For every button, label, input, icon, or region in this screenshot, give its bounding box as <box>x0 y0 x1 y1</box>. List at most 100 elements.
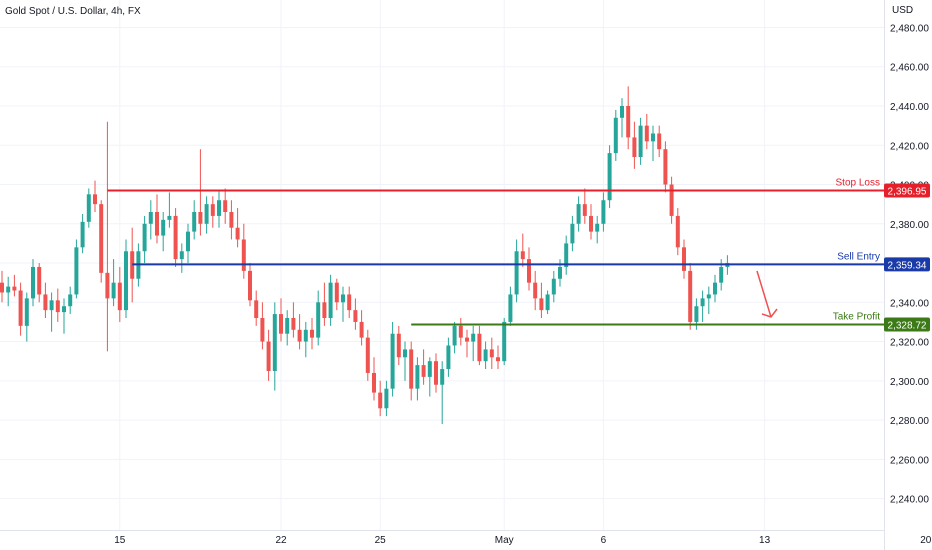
candle <box>582 188 587 224</box>
candle-body <box>390 333 395 389</box>
candle <box>514 239 519 303</box>
candle <box>347 286 352 318</box>
candle <box>669 176 674 224</box>
candle <box>372 357 376 401</box>
candle-body <box>483 349 488 362</box>
candle <box>508 286 513 326</box>
candle-body <box>663 149 668 185</box>
candle-body <box>316 302 321 338</box>
candle <box>384 380 389 417</box>
candle <box>173 208 178 267</box>
candle <box>644 113 649 150</box>
candle <box>502 318 507 366</box>
candle <box>49 292 54 332</box>
currency-label[interactable]: USD <box>892 5 914 16</box>
candle-body <box>161 219 166 236</box>
candle-body <box>719 266 724 283</box>
candle <box>626 86 631 150</box>
candle-body <box>279 314 283 334</box>
price-badge-bg <box>884 257 930 272</box>
candle <box>663 141 668 193</box>
candle <box>365 329 370 381</box>
y-tick-label: 2,440.00 <box>890 102 929 113</box>
candle <box>638 117 643 165</box>
candle-body <box>576 204 581 224</box>
candle <box>86 188 91 228</box>
candle <box>167 192 172 228</box>
candle-body <box>589 215 593 232</box>
y-tick-label: 2,280.00 <box>890 416 929 427</box>
candle-body <box>396 333 401 358</box>
candle <box>390 321 395 397</box>
candle <box>37 263 42 303</box>
candle <box>706 286 711 315</box>
candle-body <box>694 306 699 322</box>
candle <box>675 208 680 256</box>
candle <box>564 235 569 275</box>
candle-body <box>241 239 246 271</box>
candle <box>241 223 246 279</box>
price-badge[interactable]: 2,328.72 <box>884 317 930 332</box>
candle-body <box>527 259 531 283</box>
candle <box>229 200 234 240</box>
candle <box>409 341 414 401</box>
candle <box>192 200 197 240</box>
candle-body <box>210 204 215 216</box>
price-badge[interactable]: 2,396.95 <box>884 183 930 198</box>
candle <box>632 121 637 169</box>
candle <box>0 270 4 303</box>
candle-body <box>365 337 370 373</box>
candles <box>0 86 730 424</box>
candle-body <box>217 200 221 216</box>
candle-body <box>644 125 649 142</box>
candle <box>223 188 228 224</box>
candle-body <box>713 282 717 295</box>
candle <box>148 200 153 240</box>
candle-body <box>167 215 172 220</box>
candle-body <box>626 106 631 138</box>
candle-body <box>471 333 476 342</box>
candle <box>31 259 35 307</box>
candle-body <box>632 137 637 158</box>
candle <box>651 125 655 161</box>
candle <box>477 325 482 366</box>
y-tick-label: 2,300.00 <box>890 377 929 388</box>
symbol-title[interactable]: Gold Spot / U.S. Dollar, 4h, FX <box>5 6 141 17</box>
candle-body <box>582 204 587 216</box>
x-tick-label: 25 <box>375 535 387 546</box>
y-tick-label: 2,420.00 <box>890 141 929 152</box>
candle <box>700 290 705 322</box>
candle <box>142 215 147 264</box>
candle <box>613 109 618 161</box>
candle <box>217 190 221 228</box>
candle-body <box>564 243 569 267</box>
candle-body <box>142 223 147 252</box>
candle <box>266 329 271 381</box>
candle-body <box>508 294 513 322</box>
x-tick-label: 22 <box>275 535 287 546</box>
candle-body <box>117 282 122 311</box>
candle <box>248 263 252 307</box>
x-tick-label: 20 <box>920 535 932 546</box>
candle <box>657 125 662 158</box>
candle <box>74 239 79 299</box>
candle-body <box>272 314 277 371</box>
candle <box>601 192 606 232</box>
candle-body <box>452 325 457 346</box>
candle <box>12 274 17 297</box>
arrow-shaft <box>756 270 772 318</box>
price-badge[interactable]: 2,359.34 <box>884 257 930 272</box>
price-axis-bg <box>884 0 932 550</box>
candle-body <box>62 306 66 313</box>
candle <box>620 98 624 138</box>
candle <box>483 341 488 370</box>
candle <box>310 318 314 350</box>
candle-body <box>341 294 345 303</box>
y-tick-label: 2,380.00 <box>890 220 929 231</box>
candle-body <box>669 184 674 216</box>
candle <box>260 302 265 350</box>
y-tick-label: 2,260.00 <box>890 455 929 466</box>
candle-body <box>254 300 259 318</box>
candle <box>713 274 717 303</box>
